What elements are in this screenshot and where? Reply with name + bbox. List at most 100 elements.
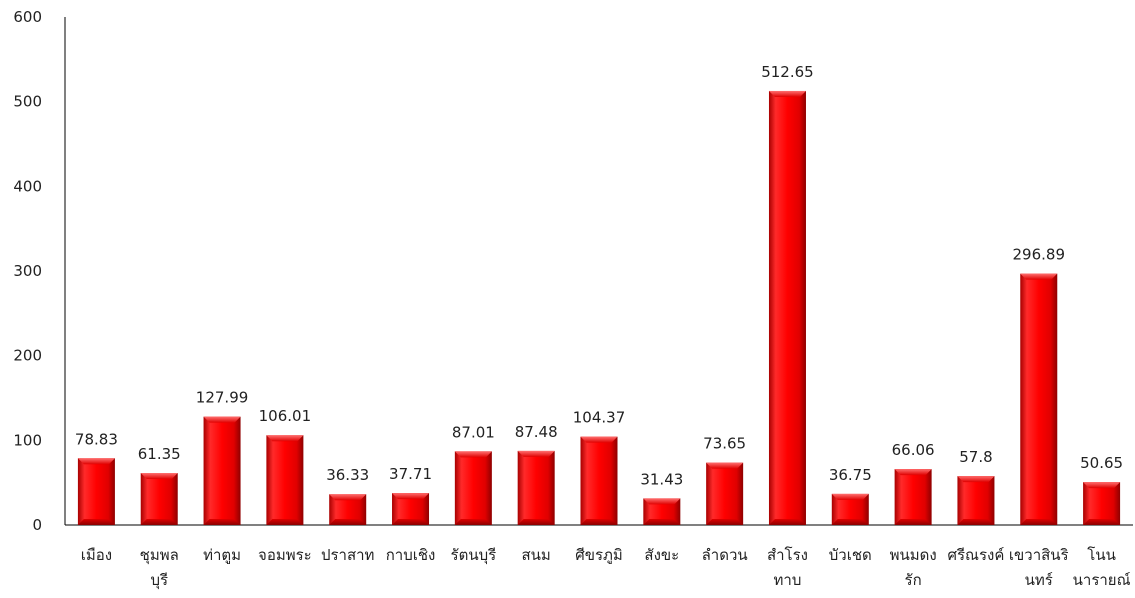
category-label: กาบเชิง [386, 546, 436, 564]
bar-body [77, 458, 115, 525]
bar-body [957, 476, 995, 525]
bar-bevel-top [329, 494, 367, 501]
bar-bevel-top [706, 462, 744, 469]
bar-bevel-top [580, 436, 618, 443]
bar-bevel-bottom [580, 519, 618, 525]
bar-bevel-bottom [392, 519, 430, 525]
bar-bevel-bottom [329, 519, 367, 525]
data-label: 61.35 [138, 445, 181, 463]
y-tick-label: 400 [13, 177, 42, 195]
bar-bevel-bottom [266, 519, 304, 525]
bar-bevel-bottom [894, 519, 932, 525]
bar-bevel-bottom [706, 519, 744, 525]
data-label: 36.75 [829, 466, 872, 484]
bar [140, 473, 178, 525]
category-label: เมือง [81, 546, 112, 564]
category-label: ปราสาท [321, 546, 374, 564]
bar-body [580, 436, 618, 525]
bar-body [454, 451, 492, 525]
category-label: ทาบ [774, 571, 802, 589]
bar-bevel-top [768, 90, 806, 97]
data-label: 78.83 [75, 430, 118, 448]
category-labels: เมือง ชุมพลบุรีท่าตูม จอมพระ ปราสาท กาบเชิงร… [81, 546, 1131, 590]
bar-body [768, 90, 806, 526]
data-label: 512.65 [761, 63, 814, 81]
bar-bevel-top [517, 450, 555, 457]
bar-body [266, 435, 304, 525]
bar-bevel-bottom [454, 519, 492, 525]
bar [643, 498, 681, 525]
bar-bevel-top [203, 416, 241, 423]
bar-bevel-top [957, 476, 995, 483]
bar-bevel-bottom [1020, 519, 1058, 525]
bar-bevel-top [894, 469, 932, 476]
bar-body [140, 473, 178, 525]
bar-bevel-bottom [1083, 519, 1121, 525]
bar-bevel-bottom [517, 519, 555, 525]
bar [831, 493, 869, 525]
data-label: 36.33 [326, 466, 369, 484]
y-tick-label: 600 [13, 8, 42, 26]
y-tick-label: 0 [32, 516, 42, 534]
category-label: สนม [522, 546, 551, 564]
data-label: 37.71 [389, 465, 432, 483]
category-label: สำโรง [767, 546, 808, 564]
bar-body [1083, 482, 1121, 525]
category-label: รัก [905, 571, 922, 589]
bar-bevel-bottom [140, 519, 178, 525]
category-label: ศีขรภูมิ [575, 546, 623, 564]
bar [266, 435, 304, 525]
bar-bevel-top [140, 473, 178, 480]
bar-bevel-top [1020, 273, 1058, 280]
bar-bevel-top [1083, 482, 1121, 489]
bar-bevel-bottom [643, 519, 681, 525]
bar-body [1020, 273, 1058, 525]
bar [1083, 482, 1121, 525]
bar-body [706, 462, 744, 525]
bar [203, 416, 241, 525]
bar [957, 476, 995, 525]
category-label: บุรี [150, 571, 168, 590]
category-label: ท่าตูม [203, 546, 241, 564]
data-label: 66.06 [892, 441, 935, 459]
bar-bevel-bottom [768, 519, 806, 525]
category-label: นทร์ [1025, 571, 1053, 589]
bar-bevel-bottom [957, 519, 995, 525]
bar-bevel-top [831, 493, 869, 500]
bar-body [517, 450, 555, 525]
bar-bevel-top [266, 435, 304, 442]
bar [706, 462, 744, 525]
bar [1020, 273, 1058, 525]
category-label: รัตนบุรี [451, 546, 497, 565]
category-label: ศรีณรงค์ [947, 546, 1004, 564]
bar [392, 493, 430, 525]
category-label: ชุมพล [140, 546, 179, 565]
category-label: เขวาสินริ [1009, 546, 1069, 564]
bar-bevel-bottom [203, 519, 241, 525]
category-label: บัวเชด [829, 546, 872, 564]
bar-bevel-top [392, 493, 430, 500]
data-label: 50.65 [1080, 454, 1123, 472]
y-tick-labels: 0 100 200 300 400 500 600 [13, 8, 42, 534]
category-label: โนน [1087, 546, 1116, 564]
y-tick-label: 300 [13, 262, 42, 280]
data-label: 87.01 [452, 423, 495, 441]
bar [77, 458, 115, 525]
bar [329, 494, 367, 525]
bars [77, 90, 1121, 526]
bar-bevel-top [454, 451, 492, 458]
category-label: จอมพระ [258, 546, 312, 564]
data-label: 104.37 [573, 409, 626, 427]
bar-bevel-bottom [831, 519, 869, 525]
bar [894, 469, 932, 525]
bar-bevel-top [643, 498, 681, 505]
bar-bevel-bottom [77, 519, 115, 525]
bar [454, 451, 492, 525]
bar [580, 436, 618, 525]
bar-body [894, 469, 932, 525]
bar [768, 90, 806, 526]
data-label: 106.01 [259, 407, 312, 425]
y-tick-label: 200 [13, 347, 42, 365]
category-label: ลำดวน [702, 546, 748, 564]
